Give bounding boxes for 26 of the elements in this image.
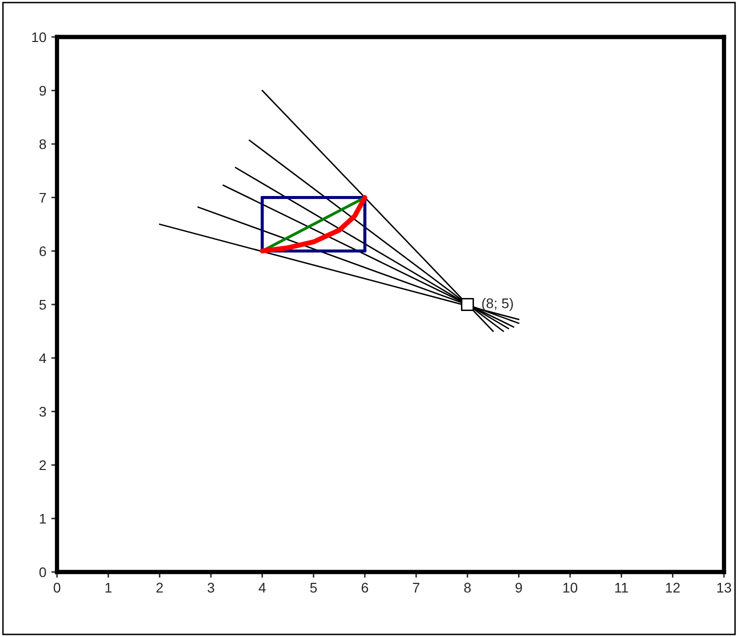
x-tick-label: 10: [563, 582, 578, 593]
x-tick-label: 13: [717, 582, 732, 593]
x-tick-label: 3: [208, 582, 214, 593]
y-tick-label: 0: [39, 567, 46, 578]
x-tick-label: 8: [464, 582, 471, 593]
y-tick-label: 5: [39, 300, 46, 310]
x-tick-label: 9: [516, 582, 522, 593]
x-tick-label: 5: [310, 582, 317, 593]
annotation: (8; 5): [482, 298, 513, 311]
y-tick-label: 3: [39, 406, 46, 417]
y-tick-label: 6: [40, 246, 46, 256]
x-tick-label: 0: [54, 582, 60, 593]
x-tick-label: 4: [258, 582, 266, 592]
y-tick-label: 10: [32, 32, 46, 42]
x-tick-label: 12: [666, 582, 680, 592]
y-tick-label: 2: [40, 460, 46, 470]
y-tick-label: 7: [40, 192, 46, 203]
x-tick-label: 1: [106, 582, 112, 592]
x-tick-label: 6: [362, 582, 368, 593]
x-tick-label: 2: [156, 582, 163, 592]
y-tick-label: 9: [40, 86, 46, 96]
x-tick-label: 7: [413, 582, 420, 592]
x-tick-label: 11: [615, 582, 628, 592]
y-tick-label: 4: [39, 353, 46, 364]
y-tick-label: 8: [39, 139, 46, 150]
y-tick-label: 1: [40, 514, 46, 524]
